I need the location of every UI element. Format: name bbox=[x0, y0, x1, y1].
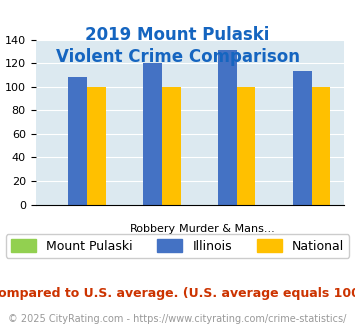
Text: Aggravated Assault: Aggravated Assault bbox=[98, 239, 207, 249]
Bar bbox=[237, 87, 256, 205]
Text: Robbery: Robbery bbox=[130, 224, 176, 234]
Text: 2019 Mount Pulaski: 2019 Mount Pulaski bbox=[85, 26, 270, 45]
Bar bbox=[87, 87, 106, 205]
Legend: Mount Pulaski, Illinois, National: Mount Pulaski, Illinois, National bbox=[6, 234, 349, 258]
Bar bbox=[143, 63, 162, 205]
Bar bbox=[312, 87, 330, 205]
Bar bbox=[218, 50, 237, 205]
Text: Murder & Mans...: Murder & Mans... bbox=[180, 224, 275, 234]
Text: Violent Crime Comparison: Violent Crime Comparison bbox=[55, 48, 300, 66]
Bar bbox=[162, 87, 181, 205]
Bar bbox=[293, 71, 312, 205]
Text: © 2025 CityRating.com - https://www.cityrating.com/crime-statistics/: © 2025 CityRating.com - https://www.city… bbox=[8, 314, 347, 323]
Text: Compared to U.S. average. (U.S. average equals 100): Compared to U.S. average. (U.S. average … bbox=[0, 287, 355, 300]
Text: Rape: Rape bbox=[288, 239, 316, 249]
Text: All Violent Crime: All Violent Crime bbox=[31, 239, 124, 249]
Bar bbox=[68, 77, 87, 205]
